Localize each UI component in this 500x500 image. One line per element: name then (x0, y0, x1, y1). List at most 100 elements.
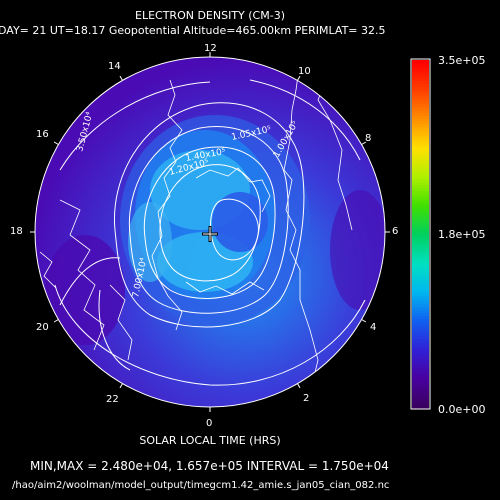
colorbar-band (412, 309, 429, 313)
colorbar-band (412, 239, 429, 244)
colorbar-band (412, 100, 429, 105)
colorbar-band (412, 141, 429, 145)
colorbar-band (412, 352, 429, 357)
colorbar-band (412, 344, 429, 348)
colorbar-band (412, 147, 429, 151)
colorbar-band (412, 271, 429, 276)
hour-tick (53, 319, 59, 323)
hour-tick (361, 141, 367, 145)
colorbar-band (412, 335, 429, 339)
colorbar-band (412, 190, 429, 194)
colorbar-band (412, 260, 429, 264)
colorbar-band (412, 178, 429, 183)
colorbar-band (412, 315, 429, 319)
hour-label-2: 2 (303, 393, 310, 404)
colorbar-band (412, 263, 429, 267)
colorbar-band (412, 181, 429, 186)
colorbar-min-label: 0.0e+00 (438, 403, 486, 416)
hour-label-10: 10 (298, 66, 311, 77)
colorbar-band (412, 176, 429, 180)
colorbar-band (412, 152, 429, 157)
colorbar-band (412, 283, 429, 287)
colorbar-band (412, 361, 429, 366)
colorbar-band (412, 245, 429, 250)
min-max-interval-text: MIN,MAX = 2.480e+04, 1.657e+05 INTERVAL … (30, 459, 389, 473)
colorbar-band (412, 205, 429, 209)
colorbar-band (412, 370, 429, 374)
colorbar-mid-label: 1.8e+05 (438, 228, 486, 241)
colorbar-band (412, 109, 429, 113)
hour-label-20: 20 (36, 322, 49, 333)
colorbar-band (412, 120, 429, 125)
colorbar-band (412, 390, 429, 395)
hour-label-16: 16 (36, 129, 49, 140)
colorbar-band (412, 222, 429, 226)
colorbar-band (412, 187, 429, 192)
colorbar-band (412, 115, 429, 119)
hour-tick (119, 75, 123, 81)
colorbar (412, 60, 429, 409)
colorbar-band (412, 289, 429, 293)
colorbar-band (412, 242, 429, 247)
hour-label-4: 4 (370, 322, 377, 333)
colorbar-band (412, 60, 429, 64)
colorbar-band (412, 312, 429, 316)
colorbar-band (412, 164, 429, 168)
colorbar-band (412, 405, 429, 409)
colorbar-band (412, 355, 429, 360)
colorbar-band (412, 144, 429, 148)
colorbar-band (412, 306, 429, 310)
colorbar-band (412, 77, 429, 81)
colorbar-band (412, 393, 429, 397)
colorbar-band (412, 219, 429, 223)
colorbar-band (412, 358, 429, 363)
colorbar-band (412, 396, 429, 400)
colorbar-band (412, 376, 429, 380)
hour-tick (297, 75, 301, 81)
colorbar-band (412, 126, 429, 131)
file-path-text: /hao/aim2/woolman/model_output/timegcm1.… (12, 480, 390, 491)
colorbar-band (412, 138, 429, 142)
colorbar-band (412, 318, 429, 322)
colorbar-band (412, 135, 429, 139)
hour-label-6: 6 (392, 226, 399, 237)
hour-tick (361, 319, 367, 323)
colorbar-band (412, 225, 429, 229)
plot-title: ELECTRON DENSITY (CM-3) (135, 9, 285, 22)
colorbar-band (412, 213, 429, 218)
colorbar-band (412, 384, 429, 389)
colorbar-band (412, 228, 429, 232)
colorbar-band (412, 323, 429, 328)
colorbar-band (412, 292, 429, 296)
colorbar-band (412, 173, 429, 177)
colorbar-band (412, 248, 429, 252)
colorbar-band (412, 294, 429, 299)
colorbar-band (412, 274, 429, 279)
colorbar-band (412, 89, 429, 93)
colorbar-band (412, 257, 429, 261)
colorbar-band (412, 149, 429, 154)
pole-marker (202, 226, 218, 242)
contour-lines (54, 79, 366, 386)
colorbar-band (412, 381, 429, 386)
colorbar-band (412, 68, 429, 73)
colorbar-band (412, 86, 429, 90)
colorbar-band (412, 387, 429, 392)
colorbar-band (412, 303, 429, 308)
hour-label-8: 8 (365, 133, 372, 144)
colorbar-band (412, 132, 429, 136)
colorbar-band (412, 97, 429, 102)
plot-subtitle: DAY= 21 UT=18.17 Geopotential Altitude=4… (0, 24, 386, 37)
colorbar-band (412, 196, 429, 200)
colorbar-band (412, 338, 429, 342)
colorbar-band (412, 167, 429, 171)
colorbar-max-label: 3.5e+05 (438, 54, 486, 67)
colorbar-band (412, 83, 429, 87)
hour-tick (119, 383, 123, 389)
colorbar-band (412, 65, 429, 70)
density-field (35, 57, 385, 407)
hour-tick (297, 383, 301, 389)
colorbar-band (412, 373, 429, 377)
colorbar-band (412, 350, 429, 354)
